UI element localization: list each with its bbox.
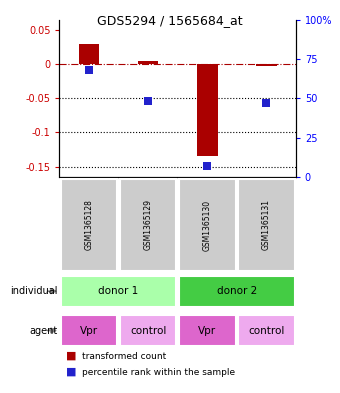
Bar	[61, 315, 117, 346]
Text: agent: agent	[30, 325, 58, 336]
Text: GSM1365130: GSM1365130	[203, 199, 212, 251]
Bar	[120, 315, 176, 346]
Bar	[138, 61, 158, 64]
Bar	[179, 275, 295, 307]
Text: GDS5294 / 1565684_at: GDS5294 / 1565684_at	[97, 14, 243, 27]
Bar	[120, 179, 176, 271]
Text: GSM1365131: GSM1365131	[262, 200, 271, 250]
Text: percentile rank within the sample: percentile rank within the sample	[82, 368, 235, 376]
Bar	[179, 179, 236, 271]
Text: donor 1: donor 1	[99, 286, 139, 296]
Bar	[61, 179, 117, 271]
Bar	[61, 275, 176, 307]
Point	[146, 98, 151, 105]
Point	[86, 67, 92, 73]
Text: Vpr: Vpr	[198, 325, 216, 336]
Bar	[179, 315, 236, 346]
Text: ■: ■	[66, 351, 77, 361]
Text: Vpr: Vpr	[80, 325, 98, 336]
Bar	[197, 64, 218, 156]
Bar	[238, 315, 295, 346]
Text: GSM1365128: GSM1365128	[85, 200, 94, 250]
Text: GSM1365129: GSM1365129	[143, 200, 153, 250]
Text: control: control	[248, 325, 285, 336]
Bar	[256, 64, 277, 66]
Text: control: control	[130, 325, 166, 336]
Bar	[238, 179, 295, 271]
Point	[264, 100, 269, 106]
Bar	[79, 44, 99, 64]
Text: donor 2: donor 2	[217, 286, 257, 296]
Point	[204, 163, 210, 169]
Text: individual: individual	[10, 286, 58, 296]
Text: ■: ■	[66, 366, 77, 376]
Text: transformed count: transformed count	[82, 352, 166, 361]
